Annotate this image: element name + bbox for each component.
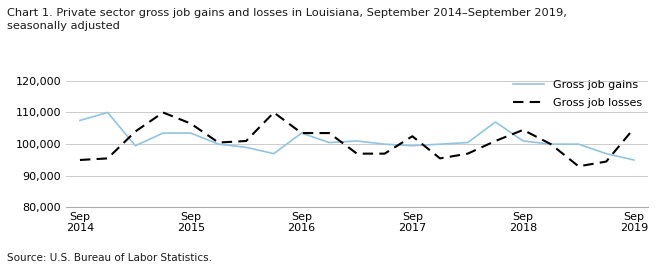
Gross job losses (381, 152, 389, 155)
Line: Gross job gains: Gross job gains (80, 113, 634, 160)
Gross job gains (602, 152, 610, 155)
Gross job losses (408, 135, 416, 138)
Gross job losses (547, 143, 555, 146)
Gross job gains (408, 144, 416, 147)
Gross job gains (464, 141, 472, 144)
Text: Source: U.S. Bureau of Labor Statistics.: Source: U.S. Bureau of Labor Statistics. (7, 253, 212, 263)
Gross job losses (297, 131, 305, 135)
Gross job losses (76, 158, 84, 161)
Gross job losses (187, 122, 195, 125)
Gross job losses (104, 157, 112, 160)
Gross job losses (574, 165, 582, 168)
Gross job gains (381, 143, 389, 146)
Gross job gains (630, 158, 638, 161)
Gross job gains (270, 152, 278, 155)
Gross job losses (270, 111, 278, 114)
Gross job losses (214, 141, 222, 144)
Gross job gains (104, 111, 112, 114)
Text: Chart 1. Private sector gross job gains and losses in Louisiana, September 2014–: Chart 1. Private sector gross job gains … (7, 8, 566, 31)
Gross job losses (242, 139, 250, 143)
Gross job gains (353, 139, 361, 143)
Gross job gains (187, 131, 195, 135)
Gross job losses (132, 130, 139, 133)
Gross job losses (159, 111, 167, 114)
Gross job losses (602, 160, 610, 163)
Gross job gains (574, 143, 582, 146)
Gross job gains (242, 146, 250, 149)
Gross job losses (436, 157, 444, 160)
Gross job gains (436, 143, 444, 146)
Gross job gains (214, 143, 222, 146)
Gross job gains (159, 131, 167, 135)
Line: Gross job losses: Gross job losses (80, 113, 634, 166)
Gross job gains (547, 143, 555, 146)
Gross job losses (492, 139, 500, 143)
Gross job losses (519, 128, 527, 131)
Gross job losses (464, 152, 472, 155)
Gross job losses (353, 152, 361, 155)
Gross job gains (519, 139, 527, 143)
Gross job losses (325, 131, 333, 135)
Gross job gains (297, 131, 305, 135)
Legend: Gross job gains, Gross job losses: Gross job gains, Gross job losses (510, 77, 646, 111)
Gross job gains (132, 144, 139, 147)
Gross job gains (492, 120, 500, 124)
Gross job losses (630, 127, 638, 130)
Gross job gains (76, 119, 84, 122)
Gross job gains (325, 141, 333, 144)
